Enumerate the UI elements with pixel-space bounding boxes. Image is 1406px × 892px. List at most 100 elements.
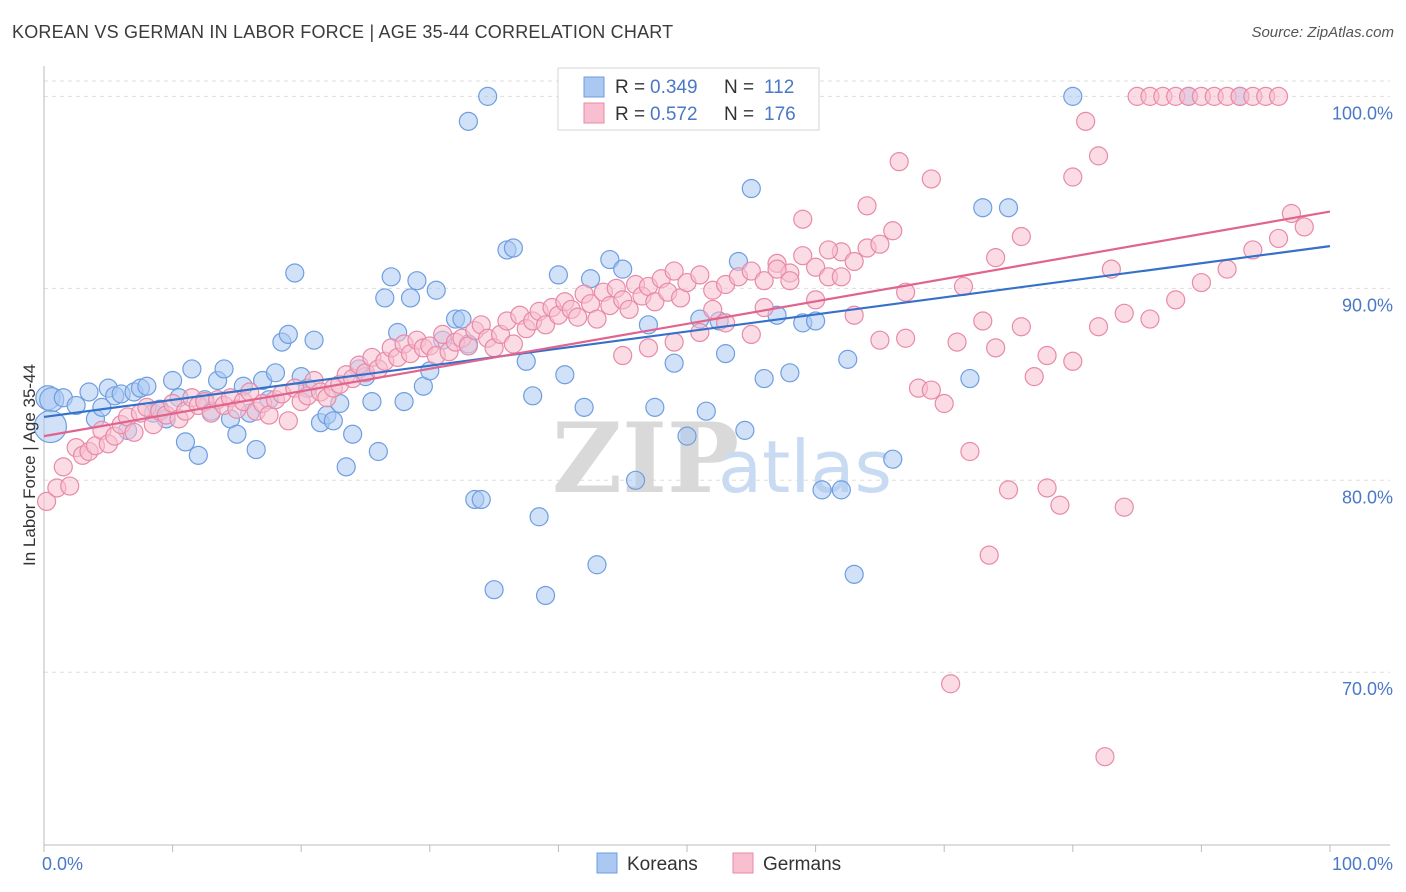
german-point-149 (979, 545, 999, 565)
korean-point-78 (587, 555, 607, 575)
german-point-90 (619, 299, 639, 320)
korean-point-69 (503, 238, 523, 258)
german-point-163 (1063, 351, 1083, 371)
german-point-155 (793, 209, 813, 229)
korean-point-54 (394, 391, 414, 412)
series-label-german: Germans (763, 854, 841, 875)
korean-point-81 (625, 470, 646, 490)
korean-point-34 (265, 363, 286, 383)
korean-point-22 (188, 445, 208, 465)
korean-point-92 (741, 178, 761, 199)
german-point-119 (934, 393, 954, 414)
korean-point-79 (600, 249, 620, 270)
german-point-115 (883, 221, 903, 241)
german-point-177 (780, 271, 800, 291)
legend-n-label-german: N = (724, 104, 754, 125)
korean-point-97 (805, 311, 826, 331)
series-label-korean: Koreans (627, 854, 698, 875)
x-tick-labels: 0.0% 100.0% (42, 854, 1393, 874)
korean-point-18 (163, 370, 183, 391)
german-point-162 (1037, 345, 1057, 366)
german-point-85 (587, 309, 607, 329)
german-point-159 (896, 282, 916, 302)
korean-point-49 (362, 391, 382, 412)
korean-point-51 (375, 288, 395, 308)
korean-point-105 (998, 198, 1019, 218)
german-point-123 (986, 338, 1006, 358)
german-point-174 (831, 267, 851, 287)
chart-title: KOREAN VS GERMAN IN LABOR FORCE | AGE 35… (12, 22, 674, 42)
korean-point-98 (812, 480, 832, 500)
x-tick-0: 0.0% (42, 854, 83, 874)
legend-n-value-korean: 112 (764, 77, 794, 98)
german-point-118 (921, 380, 941, 400)
german-point-121 (960, 441, 980, 462)
german-point-151 (889, 152, 909, 172)
korean-point-87 (696, 401, 716, 421)
korean-point-93 (754, 368, 774, 389)
german-point-112 (844, 251, 864, 272)
korean-point-85 (677, 426, 697, 446)
y-tick-3: 70.0% (1342, 679, 1393, 699)
german-point-94 (645, 292, 665, 312)
korean-point-14 (137, 376, 157, 396)
german-point-147 (941, 674, 961, 694)
german-point-175 (741, 324, 761, 345)
watermark-zip: ZIP (552, 402, 739, 515)
german-point-176 (754, 297, 774, 318)
german-point-126 (1024, 367, 1044, 387)
korean-point-20 (175, 432, 196, 452)
korean-point-37 (285, 263, 305, 283)
german-point-72 (503, 334, 523, 354)
korean-point-36 (278, 324, 298, 345)
german-point-124 (998, 480, 1019, 500)
german-point-180 (690, 322, 710, 343)
legend-swatch-korean (583, 76, 605, 98)
german-point-127 (1037, 478, 1057, 498)
german-point-153 (953, 276, 974, 297)
german-point-168 (1191, 272, 1212, 293)
german-point-167 (1166, 290, 1186, 310)
german-point-82 (568, 307, 588, 327)
korean-point-71 (523, 386, 543, 406)
korean-point-43 (323, 411, 343, 431)
x-tick-100: 100.0% (1332, 854, 1393, 874)
korean-point-109 (458, 111, 478, 131)
korean-point-83 (645, 397, 665, 417)
german-point-131 (1088, 146, 1109, 166)
trend-lines (43, 210, 1331, 438)
german-point-169 (1217, 259, 1237, 279)
german-point-100 (690, 265, 710, 285)
korean-point-99 (831, 480, 851, 500)
korean-point-31 (246, 439, 266, 460)
korean-point-101 (844, 564, 864, 584)
german-point-77 (535, 315, 556, 335)
korean-point-84 (664, 353, 684, 373)
korean-point-67 (484, 580, 504, 600)
y-tick-2: 80.0% (1342, 487, 1393, 507)
legend-n-value-german: 176 (764, 104, 796, 125)
korean-point-75 (555, 365, 575, 385)
german-point-160 (986, 248, 1006, 268)
korean-point-56 (407, 271, 427, 291)
korean-point-45 (336, 457, 356, 477)
korean-point-73 (535, 585, 556, 606)
series-legend: Koreans Germans (596, 852, 841, 875)
korean-point-76 (574, 397, 594, 417)
korean-point-70 (516, 351, 536, 371)
legend-swatch-german (583, 102, 605, 124)
watermark: ZIP atlas (552, 402, 892, 515)
german-point-148 (1095, 747, 1115, 767)
korean-point-72 (529, 507, 549, 527)
korean-point-89 (715, 344, 736, 364)
legend-n-label-korean: N = (724, 77, 754, 98)
german-point-116 (896, 328, 916, 348)
german-point-114 (870, 234, 890, 254)
stats-legend: R = 0.349 N = 112 R = 0.572 N = 176 (557, 67, 820, 131)
korean-point-100 (838, 349, 858, 369)
german-point-109 (805, 257, 826, 277)
korean-point-28 (227, 424, 247, 444)
german-point-178 (703, 299, 723, 320)
korean-point-103 (960, 368, 980, 389)
korean-point-62 (452, 309, 472, 329)
